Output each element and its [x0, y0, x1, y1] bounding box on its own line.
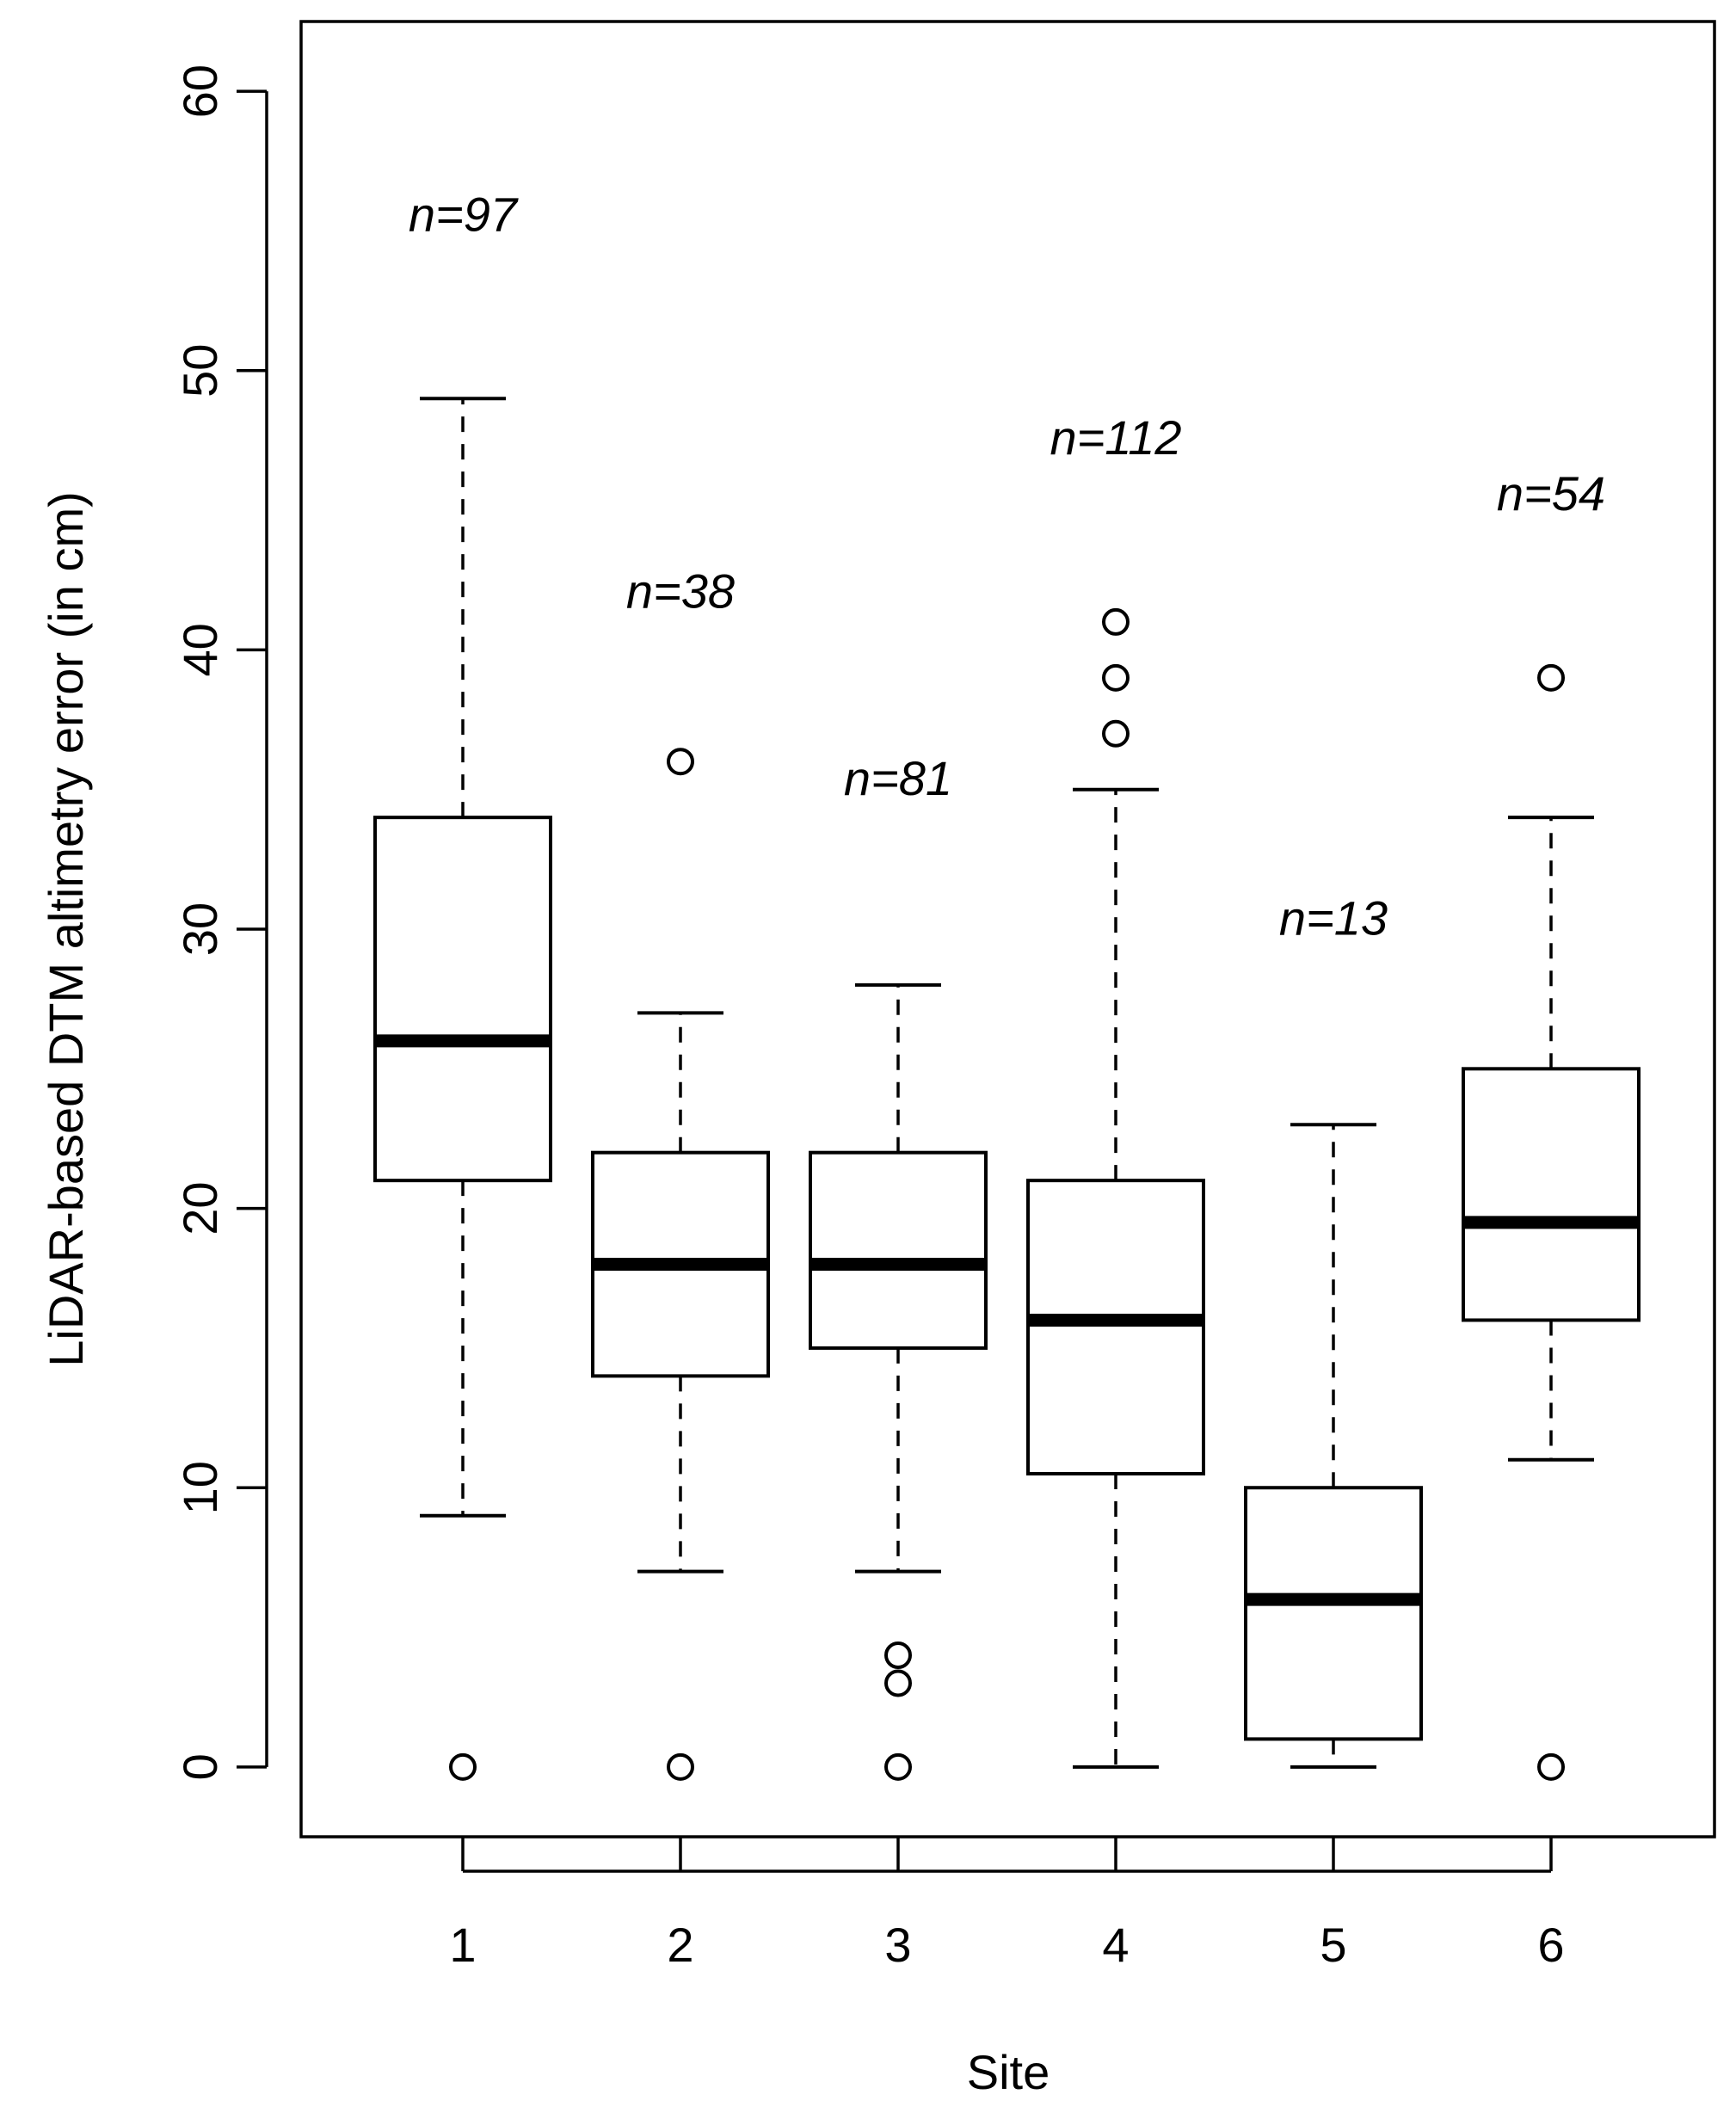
outlier-point	[1537, 1752, 1565, 1781]
box-site-1: n=97	[373, 187, 552, 1781]
iqr-box	[1462, 1067, 1641, 1322]
x-tick-label: 3	[884, 1918, 911, 1972]
x-tick-label: 2	[667, 1918, 693, 1972]
sample-size-label: n=81	[844, 751, 952, 805]
outlier-point	[1537, 663, 1565, 692]
iqr-box	[373, 816, 552, 1183]
sample-size-label: n=97	[409, 187, 519, 241]
x-axis: 1 2 3 4 5 6	[449, 1837, 1565, 1972]
y-tick-label: 40	[173, 623, 227, 676]
y-axis: 0 10 20 30 40 50 60	[173, 65, 268, 1780]
outlier-point	[884, 1669, 912, 1697]
x-tick-label: 4	[1102, 1918, 1129, 1972]
box-site-5: n=13	[1244, 890, 1423, 1769]
box-site-2: n=38	[591, 564, 770, 1781]
x-tick-label: 6	[1537, 1918, 1564, 1972]
y-tick-label: 60	[173, 65, 227, 118]
y-tick-label: 50	[173, 344, 227, 397]
sample-size-label: n=112	[1050, 410, 1181, 465]
box-site-6: n=54	[1462, 466, 1641, 1781]
sample-size-label: n=38	[626, 564, 735, 619]
y-tick-label: 0	[173, 1753, 227, 1780]
y-tick-label: 30	[173, 902, 227, 956]
iqr-box	[1244, 1486, 1423, 1741]
x-axis-title: Site	[967, 2045, 1050, 2099]
sample-size-label: n=13	[1279, 890, 1388, 945]
y-axis-title: LiDAR-based DTM altimetry error (in cm)	[39, 491, 93, 1367]
x-tick-label: 1	[449, 1918, 476, 1972]
outlier-point	[1102, 719, 1130, 748]
plot-frame	[299, 20, 1716, 1839]
outlier-point	[667, 748, 694, 776]
outlier-point	[667, 1752, 694, 1781]
box-site-4: n=112	[1026, 410, 1205, 1769]
iqr-box	[1026, 1179, 1205, 1475]
outlier-point	[884, 1641, 912, 1669]
box-site-3: n=81	[809, 751, 988, 1781]
boxes: n=97 n=38 n=81 n=112 n=13 n=54	[373, 187, 1641, 1781]
outlier-point	[884, 1752, 912, 1781]
y-tick-label: 10	[173, 1461, 227, 1514]
y-tick-label: 20	[173, 1181, 227, 1235]
outlier-point	[1102, 663, 1130, 692]
x-tick-label: 5	[1320, 1918, 1346, 1972]
sample-size-label: n=54	[1497, 466, 1605, 520]
outlier-point	[449, 1752, 477, 1781]
iqr-box	[809, 1150, 988, 1350]
outlier-point	[1102, 607, 1130, 636]
